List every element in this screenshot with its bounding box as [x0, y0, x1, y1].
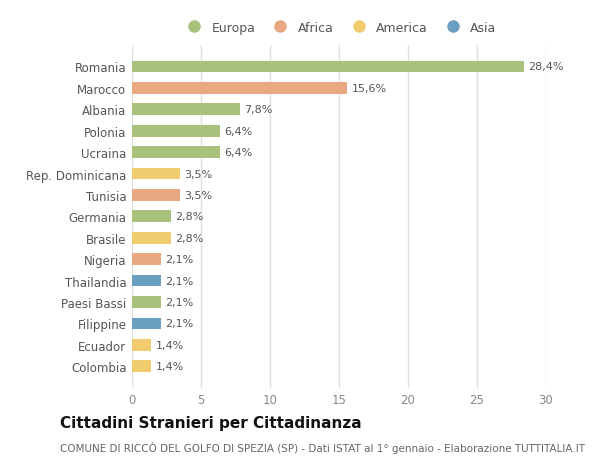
Text: 6,4%: 6,4%	[224, 148, 253, 158]
Text: 6,4%: 6,4%	[224, 126, 253, 136]
Text: 15,6%: 15,6%	[352, 84, 386, 94]
Bar	[132, 232, 170, 244]
Text: 28,4%: 28,4%	[528, 62, 563, 73]
Bar	[132, 211, 170, 223]
Text: 3,5%: 3,5%	[184, 190, 212, 201]
Bar	[132, 104, 239, 116]
Text: 1,4%: 1,4%	[155, 340, 184, 350]
Text: 2,1%: 2,1%	[165, 297, 193, 308]
Bar	[132, 168, 181, 180]
Bar	[132, 275, 161, 287]
Bar	[132, 62, 524, 73]
Text: 2,1%: 2,1%	[165, 276, 193, 286]
Text: 2,8%: 2,8%	[175, 233, 203, 243]
Text: 2,8%: 2,8%	[175, 212, 203, 222]
Text: 2,1%: 2,1%	[165, 255, 193, 264]
Legend: Europa, Africa, America, Asia: Europa, Africa, America, Asia	[178, 18, 500, 39]
Bar	[132, 147, 220, 159]
Bar	[132, 126, 220, 137]
Bar	[132, 297, 161, 308]
Bar	[132, 361, 151, 372]
Text: Cittadini Stranieri per Cittadinanza: Cittadini Stranieri per Cittadinanza	[60, 415, 362, 431]
Text: 3,5%: 3,5%	[184, 169, 212, 179]
Bar	[132, 254, 161, 265]
Text: 2,1%: 2,1%	[165, 319, 193, 329]
Text: COMUNE DI RICCÒ DEL GOLFO DI SPEZIA (SP) - Dati ISTAT al 1° gennaio - Elaborazio: COMUNE DI RICCÒ DEL GOLFO DI SPEZIA (SP)…	[60, 441, 585, 453]
Bar	[132, 83, 347, 95]
Bar	[132, 318, 161, 330]
Text: 1,4%: 1,4%	[155, 361, 184, 371]
Text: 7,8%: 7,8%	[244, 105, 272, 115]
Bar	[132, 190, 181, 202]
Bar	[132, 339, 151, 351]
